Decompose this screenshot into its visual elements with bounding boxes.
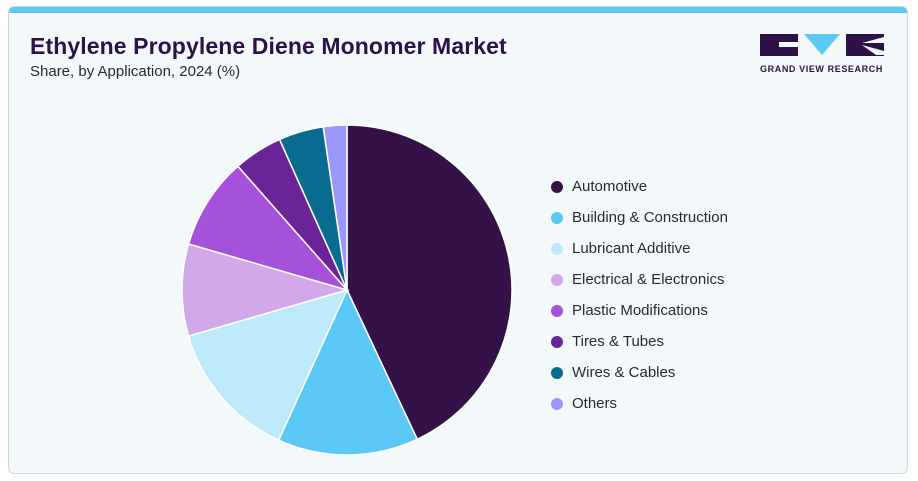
pie-slice-electrical-and-electronics bbox=[181, 243, 350, 337]
legend-swatch bbox=[551, 242, 563, 255]
pie-slice-others bbox=[322, 124, 348, 291]
legend-item-automotive: Automotive bbox=[551, 171, 728, 202]
brand-logo: GRAND VIEW RESEARCH bbox=[749, 33, 894, 81]
legend-item-tires-and-tubes: Tires & Tubes bbox=[551, 326, 728, 357]
logo-mark-icon bbox=[760, 34, 884, 56]
chart-title: Ethylene Propylene Diene Monomer Market bbox=[30, 33, 507, 59]
pie-chart bbox=[181, 124, 513, 456]
legend-item-building-and-construction: Building & Construction bbox=[551, 202, 728, 233]
legend-label: Plastic Modifications bbox=[572, 302, 708, 319]
top-accent-bar bbox=[9, 7, 907, 13]
legend-swatch bbox=[551, 397, 563, 410]
pie-slice-building-and-construction bbox=[277, 288, 419, 456]
legend-label: Others bbox=[572, 395, 618, 412]
legend-label: Building & Construction bbox=[572, 209, 728, 226]
legend-label: Tires & Tubes bbox=[572, 333, 664, 350]
legend-label: Wires & Cables bbox=[572, 364, 676, 381]
pie-slice-automotive bbox=[346, 124, 513, 441]
legend-item-electrical-and-electronics: Electrical & Electronics bbox=[551, 264, 728, 295]
legend-item-wires-and-cables: Wires & Cables bbox=[551, 357, 728, 388]
legend-swatch bbox=[551, 273, 563, 286]
legend-label: Automotive bbox=[572, 178, 648, 195]
chart-card: Ethylene Propylene Diene Monomer Market … bbox=[8, 6, 908, 474]
legend-swatch bbox=[551, 366, 563, 379]
legend-item-lubricant-additive: Lubricant Additive bbox=[551, 233, 728, 264]
legend-item-others: Others bbox=[551, 388, 728, 419]
legend-item-plastic-modifications: Plastic Modifications bbox=[551, 295, 728, 326]
legend-swatch bbox=[551, 304, 563, 317]
pie-slice-plastic-modifications bbox=[187, 165, 350, 292]
legend-swatch bbox=[551, 335, 563, 348]
legend-label: Lubricant Additive bbox=[572, 240, 691, 257]
legend-swatch bbox=[551, 211, 563, 224]
pie-slice-lubricant-additive bbox=[187, 288, 349, 442]
legend-label: Electrical & Electronics bbox=[572, 271, 725, 288]
chart-legend: Automotive Building & Construction Lubrica… bbox=[551, 171, 728, 419]
chart-subtitle: Share, by Application, 2024 (%) bbox=[30, 63, 241, 80]
legend-swatch bbox=[551, 180, 563, 193]
logo-caption: GRAND VIEW RESEARCH bbox=[760, 64, 883, 74]
